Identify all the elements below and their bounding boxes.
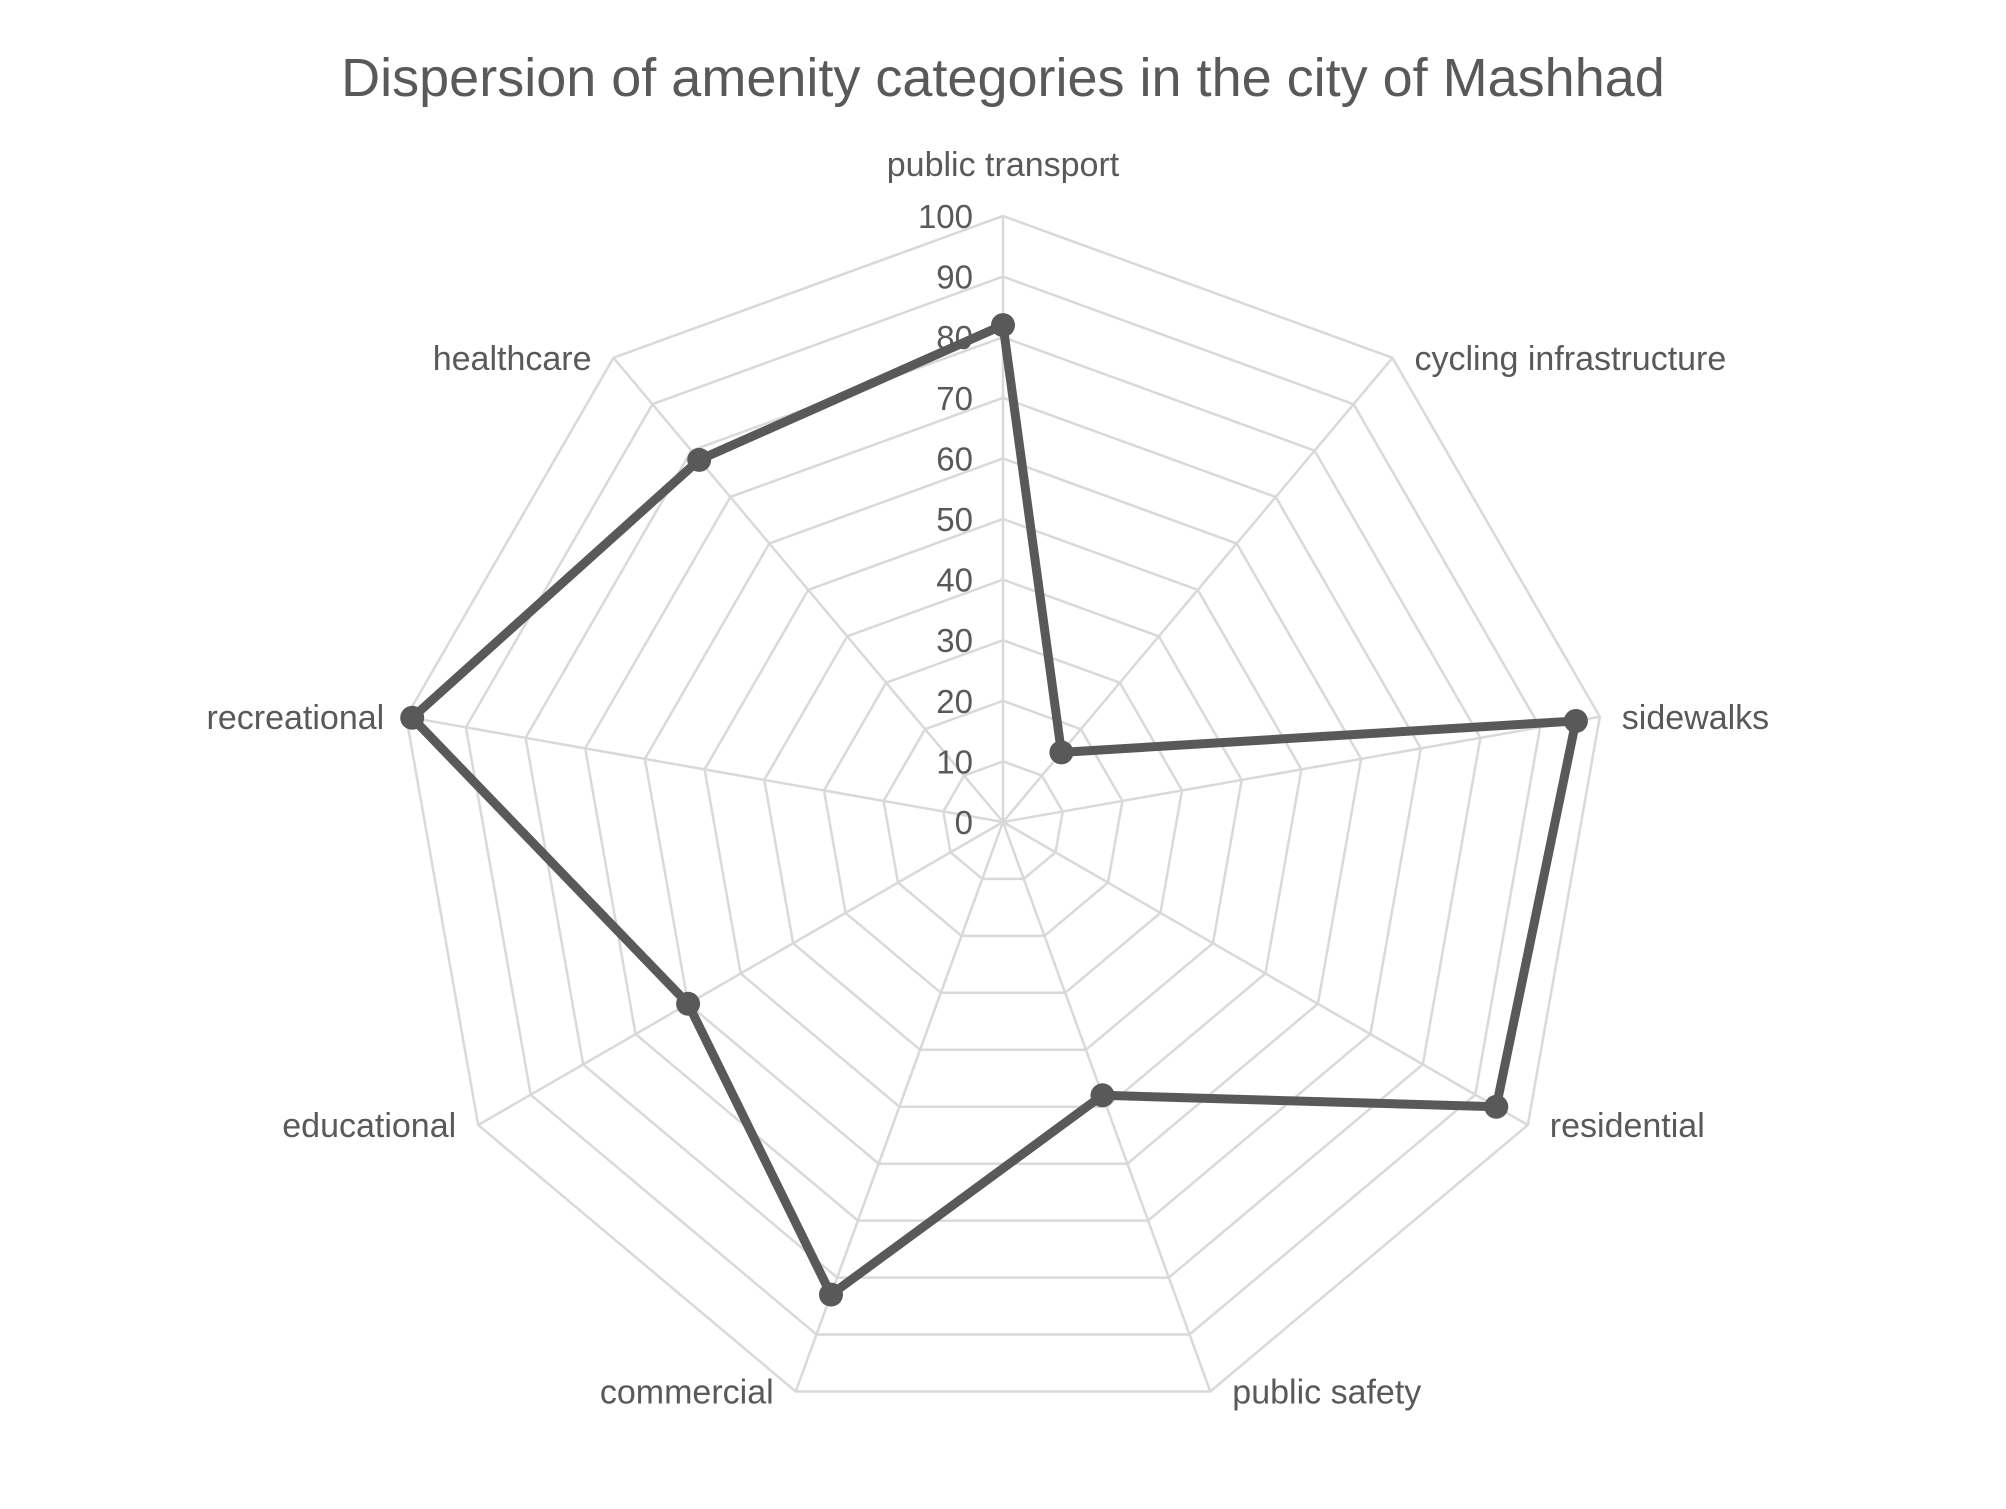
tick-label: 0 <box>955 804 973 841</box>
tick-label: 60 <box>936 440 973 477</box>
tick-label: 30 <box>936 622 973 659</box>
tick-label: 100 <box>918 198 973 235</box>
category-label: public transport <box>887 146 1120 184</box>
grid-ring <box>404 214 1602 1393</box>
category-label: residential <box>1550 1107 1705 1145</box>
grid-spoke <box>477 820 1004 1127</box>
chart-title: Dispersion of amenity categories in the … <box>341 48 1665 108</box>
category-labels: public transport cycling infrastructure si… <box>207 146 1770 1412</box>
data-point <box>991 313 1015 338</box>
category-label: recreational <box>207 699 385 737</box>
data-point <box>676 991 701 1016</box>
grid-ring <box>822 638 1184 995</box>
tick-label: 70 <box>936 380 973 417</box>
grid-ring <box>941 760 1065 881</box>
category-label: sidewalks <box>1622 699 1769 737</box>
grid <box>404 214 1602 1393</box>
grid-ring <box>524 335 1482 1279</box>
tick-label: 20 <box>936 683 973 720</box>
data-point <box>819 1282 843 1307</box>
category-label: educational <box>282 1107 456 1145</box>
data-point <box>1484 1094 1509 1119</box>
data-point <box>400 705 425 730</box>
category-label: commercial <box>600 1374 774 1412</box>
tick-label: 10 <box>936 743 973 780</box>
grid-ring <box>703 517 1303 1108</box>
grid-ring <box>882 699 1124 938</box>
data-point <box>687 447 712 472</box>
series-layer <box>400 313 1588 1307</box>
data-point <box>1090 1083 1115 1108</box>
grid-ring <box>464 275 1542 1336</box>
grid-spoke <box>1001 821 1212 1392</box>
tick-label: 90 <box>936 259 973 296</box>
category-label: public safety <box>1232 1374 1421 1412</box>
data-point <box>1049 740 1074 765</box>
tick-label: 50 <box>936 501 973 538</box>
grid-spoke <box>612 356 1004 823</box>
grid-spoke <box>405 715 1004 824</box>
category-label: healthcare <box>433 340 592 378</box>
grid-spoke <box>1002 820 1529 1127</box>
series-line <box>407 320 1581 1300</box>
grid-ring <box>762 578 1244 1052</box>
grid-ring <box>583 396 1423 1222</box>
category-label: cycling infrastructure <box>1415 340 1727 378</box>
tick-label: 40 <box>936 562 973 599</box>
grid-spoke <box>1002 715 1601 824</box>
data-point <box>1563 709 1588 733</box>
